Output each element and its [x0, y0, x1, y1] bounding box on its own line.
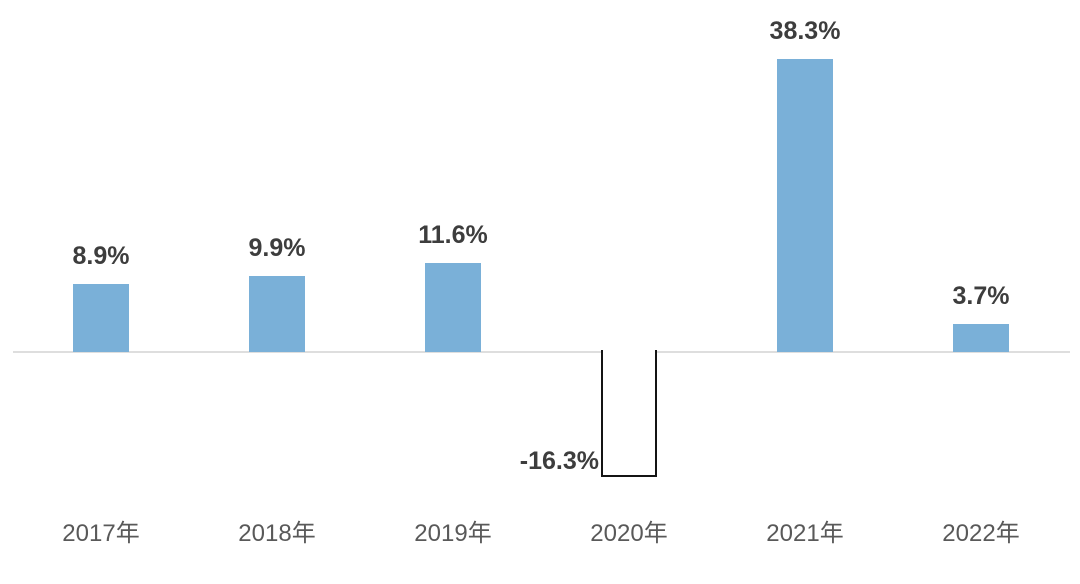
value-label-2018年: 9.9%: [248, 234, 306, 262]
x-axis-label-2018年: 2018年: [238, 520, 316, 547]
x-axis-line: [13, 351, 1070, 353]
x-axis-label-2019年: 2019年: [414, 520, 492, 547]
bar-2022年: [953, 324, 1009, 352]
value-label-2019年: 11.6%: [418, 221, 488, 249]
bar-2020年: [601, 350, 657, 477]
value-label-2021年: 38.3%: [769, 17, 841, 45]
x-axis-label-2020年: 2020年: [590, 520, 668, 547]
value-label-2020年: -16.3%: [519, 447, 599, 475]
value-label-2017年: 8.9%: [72, 242, 130, 270]
x-axis-label-2022年: 2022年: [942, 520, 1020, 547]
bar-2021年: [777, 59, 833, 352]
bar-2018年: [249, 276, 305, 352]
x-axis-label-2021年: 2021年: [766, 520, 844, 547]
bar-2017年: [73, 284, 129, 352]
bar-2019年: [425, 263, 481, 352]
value-label-2022年: 3.7%: [952, 282, 1010, 310]
x-axis-label-2017年: 2017年: [62, 520, 140, 547]
